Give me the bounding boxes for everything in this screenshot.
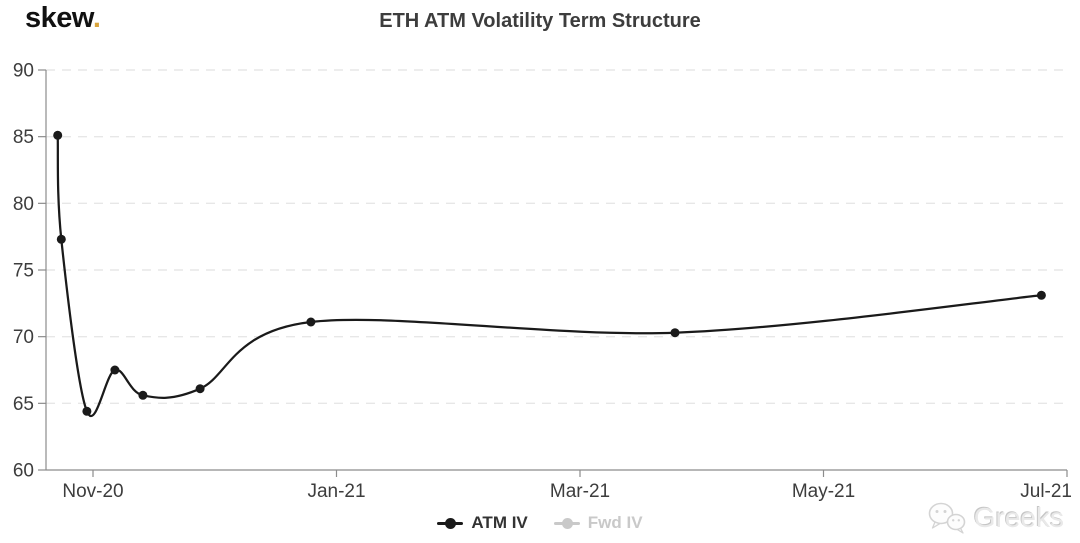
y-axis-label: 70 xyxy=(13,327,34,348)
legend-dot xyxy=(561,517,573,529)
x-axis-label: Nov-20 xyxy=(62,481,123,502)
x-axis-label: Mar-21 xyxy=(550,481,610,502)
skew-logo-text: skew xyxy=(25,2,93,34)
data-point[interactable] xyxy=(1036,290,1046,300)
fwd-iv-marker-icon xyxy=(553,517,580,529)
y-axis-label: 60 xyxy=(13,461,34,482)
atm-iv-marker-icon xyxy=(437,517,464,529)
data-point[interactable] xyxy=(138,390,148,400)
y-axis-label: 80 xyxy=(13,194,34,215)
y-axis-label: 85 xyxy=(13,127,34,148)
legend-item-fwd-iv[interactable]: Fwd IV xyxy=(553,513,643,533)
data-point[interactable] xyxy=(110,365,120,375)
data-point[interactable] xyxy=(56,234,66,244)
skew-logo-dot: . xyxy=(92,2,101,34)
y-axis-label: 65 xyxy=(13,394,34,415)
x-axis-label: Jan-21 xyxy=(307,481,365,502)
legend-label-atm-iv: ATM IV xyxy=(471,513,528,532)
x-axis-label: Jul-21 xyxy=(1020,481,1072,502)
series-line-atm-iv xyxy=(56,134,1043,417)
chart-legend: ATM IV Fwd IV xyxy=(0,513,1080,533)
chart-title: ETH ATM Volatility Term Structure xyxy=(379,10,701,32)
data-point[interactable] xyxy=(53,130,63,140)
x-axis-label: May-21 xyxy=(792,481,855,502)
legend-item-atm-iv[interactable]: ATM IV xyxy=(437,513,528,533)
data-point[interactable] xyxy=(670,328,680,338)
y-axis-label: 90 xyxy=(13,61,34,82)
y-axis-label: 75 xyxy=(13,261,34,282)
legend-dot xyxy=(445,517,457,529)
legend-label-fwd-iv: Fwd IV xyxy=(587,513,643,532)
data-point[interactable] xyxy=(195,384,205,394)
skew-logo: skew. xyxy=(25,2,101,35)
data-point[interactable] xyxy=(82,406,92,416)
data-point[interactable] xyxy=(306,317,316,327)
